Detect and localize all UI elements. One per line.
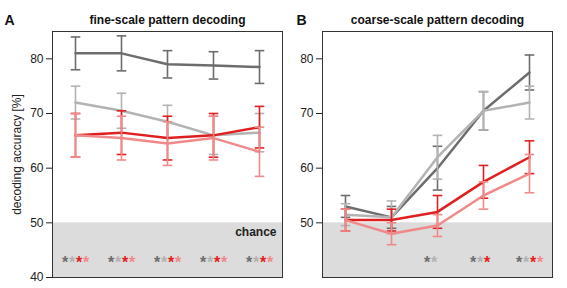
svg-text:*: * — [161, 254, 168, 271]
svg-text:*: * — [83, 254, 90, 271]
svg-text:*: * — [537, 254, 544, 271]
svg-text:B: B — [297, 12, 307, 28]
svg-text:fine-scale pattern decoding: fine-scale pattern decoding — [89, 13, 245, 27]
svg-text:*: * — [477, 254, 484, 271]
svg-text:*: * — [69, 254, 76, 271]
svg-text:*: * — [76, 254, 83, 271]
svg-text:*: * — [431, 254, 438, 271]
svg-text:*: * — [523, 254, 530, 271]
svg-text:50: 50 — [30, 216, 44, 230]
svg-text:40: 40 — [30, 270, 44, 284]
svg-text:*: * — [115, 254, 122, 271]
svg-text:decoding accuracy [%]: decoding accuracy [%] — [10, 94, 24, 215]
svg-text:70: 70 — [300, 106, 314, 120]
svg-text:*: * — [267, 254, 274, 271]
svg-text:50: 50 — [300, 216, 314, 230]
svg-text:80: 80 — [30, 52, 44, 66]
svg-text:*: * — [175, 254, 182, 271]
svg-text:80: 80 — [300, 52, 314, 66]
svg-text:70: 70 — [30, 106, 44, 120]
svg-text:*: * — [214, 254, 221, 271]
svg-text:*: * — [154, 254, 161, 271]
svg-text:*: * — [200, 254, 207, 271]
svg-text:*: * — [246, 254, 253, 271]
svg-text:*: * — [484, 254, 491, 271]
svg-text:*: * — [516, 254, 523, 271]
svg-text:*: * — [530, 254, 537, 271]
svg-text:*: * — [424, 254, 431, 271]
svg-text:*: * — [62, 254, 69, 271]
svg-text:*: * — [122, 254, 129, 271]
svg-text:*: * — [207, 254, 214, 271]
svg-text:*: * — [108, 254, 115, 271]
svg-text:*: * — [221, 254, 228, 271]
svg-text:chance: chance — [235, 225, 277, 239]
svg-text:60: 60 — [300, 161, 314, 175]
svg-text:A: A — [5, 12, 15, 28]
svg-text:*: * — [168, 254, 175, 271]
svg-text:coarse-scale pattern decoding: coarse-scale pattern decoding — [351, 13, 524, 27]
svg-text:*: * — [129, 254, 136, 271]
svg-text:*: * — [253, 254, 260, 271]
svg-text:60: 60 — [30, 161, 44, 175]
svg-text:*: * — [260, 254, 267, 271]
svg-text:*: * — [470, 254, 477, 271]
